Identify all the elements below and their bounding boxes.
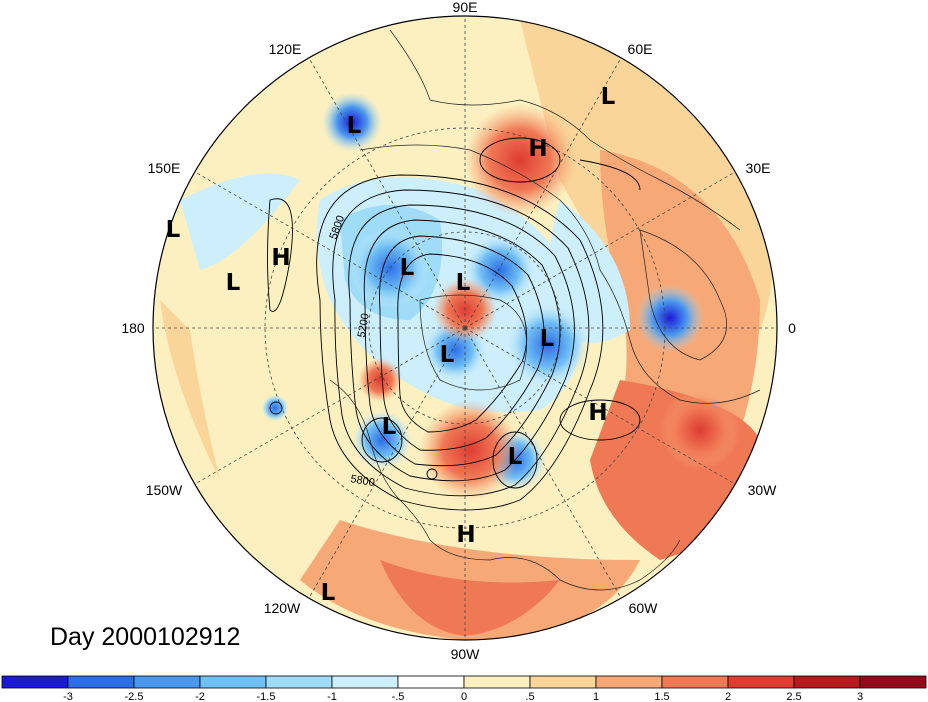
colorbar-swatch	[67, 675, 135, 689]
colorbar-swatch	[397, 675, 465, 689]
lon-label-150e: 150E	[148, 160, 181, 176]
colorbar-tick-label: -3	[63, 691, 73, 702]
coastlines	[329, 29, 761, 591]
lon-label-150w: 150W	[146, 482, 183, 498]
low-pressure-marker: L	[508, 444, 523, 470]
longitude-labels: 90E 60E 30E 0 30W 60W 90W 120W 150W 180 …	[121, 0, 796, 662]
lon-label-120e: 120E	[269, 41, 302, 57]
colorbar-tick-label: -1.5	[257, 691, 276, 702]
contour-label: 5200	[356, 312, 372, 338]
colorbar-swatch	[727, 675, 795, 689]
colorbar-tick-label: 1.5	[654, 691, 669, 702]
colorbar-swatch	[595, 675, 663, 689]
low-pressure-marker: L	[226, 270, 241, 296]
colorbar-tick-label: 2	[725, 691, 731, 702]
colorbar-swatch	[463, 675, 531, 689]
lon-label-120w: 120W	[264, 600, 301, 616]
colorbar-tick-label: -.5	[392, 691, 405, 702]
low-pressure-marker: L	[347, 113, 362, 139]
colorbar-tick-label: 2.5	[786, 691, 801, 702]
pressure-centers: L H L H L L L L L L H L L L H L	[166, 84, 616, 606]
colorbar: -3 -2.5 -2 -1.5 -1 -.5 0 .5 1 1.5 2 2.5 3	[1, 675, 927, 702]
colorbar-tick-label: 3	[857, 691, 863, 702]
lon-label-90e: 90E	[453, 0, 478, 15]
colorbar-tick-label: .5	[525, 691, 534, 702]
lon-label-30w: 30W	[748, 482, 778, 498]
lon-label-90w: 90W	[451, 646, 481, 662]
graticule	[153, 16, 777, 640]
high-pressure-marker: H	[528, 136, 547, 162]
date-label: Day 2000102912	[50, 623, 240, 651]
colorbar-tick-label: -2	[195, 691, 205, 702]
lon-label-0: 0	[788, 320, 796, 336]
lon-label-60e: 60E	[628, 41, 653, 57]
colorbar-tick-label: -1	[327, 691, 337, 702]
high-pressure-marker: H	[456, 522, 475, 548]
low-pressure-marker: L	[400, 255, 415, 281]
colorbar-swatch	[265, 675, 333, 689]
contour-label: 5800	[349, 473, 375, 489]
lon-label-180: 180	[121, 320, 145, 336]
colorbar-swatch	[133, 675, 201, 689]
low-pressure-marker: L	[166, 217, 181, 243]
colorbar-swatch	[199, 675, 267, 689]
low-pressure-marker: L	[540, 326, 555, 352]
lon-label-30e: 30E	[746, 160, 771, 176]
low-pressure-marker: L	[456, 270, 471, 296]
colorbar-tick-label: 1	[593, 691, 599, 702]
high-pressure-marker: H	[271, 245, 290, 271]
colorbar-tick-label: -2.5	[125, 691, 144, 702]
colorbar-swatch	[859, 675, 927, 689]
colorbar-swatch	[661, 675, 729, 689]
colorbar-swatch	[331, 675, 399, 689]
lon-label-60w: 60W	[629, 600, 659, 616]
high-pressure-marker: H	[588, 400, 607, 426]
colorbar-tick-label: 0	[461, 691, 467, 702]
temperature-anomaly-field	[153, 16, 777, 640]
low-pressure-marker: L	[601, 84, 616, 110]
low-pressure-marker: L	[321, 580, 336, 606]
colorbar-swatch	[1, 675, 69, 689]
geopotential-contours	[267, 137, 641, 511]
colorbar-swatch	[793, 675, 861, 689]
low-pressure-marker: L	[440, 342, 455, 368]
map-boundary	[152, 15, 778, 641]
low-pressure-marker: L	[382, 414, 397, 440]
colorbar-swatch	[529, 675, 597, 689]
